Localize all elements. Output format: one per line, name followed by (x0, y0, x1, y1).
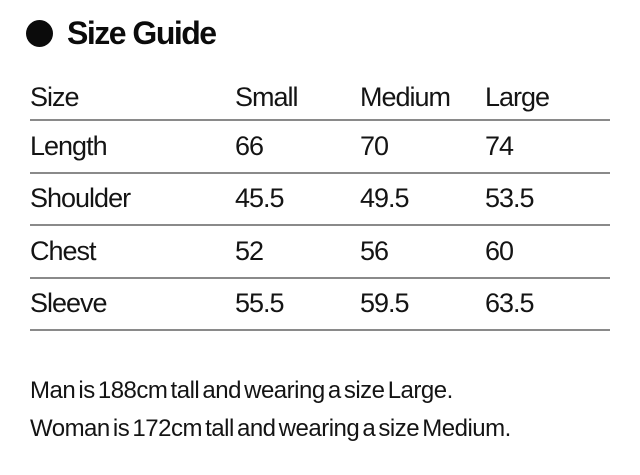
cell-value: 60 (485, 235, 514, 266)
model-note-woman: Woman is 172cm tall and wearing a size M… (30, 415, 511, 442)
page-title: Size Guide (67, 14, 217, 51)
cell-value: 55.5 (235, 288, 285, 319)
cell-value: 53.5 (485, 183, 535, 214)
cell-value: 66 (235, 130, 264, 161)
row-label: Chest (30, 235, 97, 266)
table-row-length: Length 66 70 74 (30, 121, 610, 174)
table-row-sleeve: Sleeve 55.5 59.5 63.5 (30, 279, 610, 331)
cell-value: 74 (485, 130, 514, 161)
row-label: Shoulder (30, 183, 131, 214)
column-header-size: Size (30, 81, 80, 112)
size-table: Size Small Medium Large Length 66 70 74 … (30, 75, 610, 331)
row-label: Length (30, 130, 108, 161)
model-notes: Man is 188cm tall and wearing a size Lar… (30, 372, 610, 448)
cell-value: 52 (235, 235, 264, 266)
table-row-chest: Chest 52 56 60 (30, 226, 610, 279)
table-row-shoulder: Shoulder 45.5 49.5 53.5 (30, 174, 610, 226)
cell-value: 70 (360, 130, 389, 161)
cell-value: 63.5 (485, 288, 535, 319)
cell-value: 49.5 (360, 183, 410, 214)
model-note-man: Man is 188cm tall and wearing a size Lar… (30, 377, 453, 404)
table-header-row: Size Small Medium Large (30, 75, 610, 121)
bullet-circle-icon (26, 19, 53, 47)
column-header-large: Large (485, 81, 550, 112)
column-header-small: Small (235, 81, 299, 112)
row-label: Sleeve (30, 288, 108, 319)
column-header-medium: Medium (360, 81, 451, 112)
size-guide-header: Size Guide (26, 14, 217, 51)
cell-value: 59.5 (360, 288, 410, 319)
cell-value: 56 (360, 235, 389, 266)
cell-value: 45.5 (235, 183, 285, 214)
